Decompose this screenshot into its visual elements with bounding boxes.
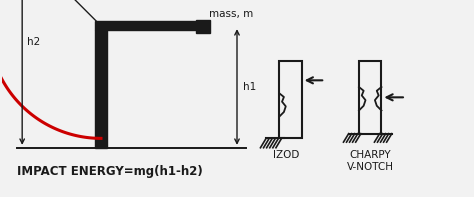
Text: CHARPY
V-NOTCH: CHARPY V-NOTCH (346, 150, 394, 172)
Text: IMPACT ENERGY=mg(h1-h2): IMPACT ENERGY=mg(h1-h2) (17, 165, 202, 178)
Text: mass, m: mass, m (209, 9, 253, 19)
Bar (196, 20, 210, 33)
Bar (279, 61, 302, 138)
Bar (359, 61, 382, 134)
Text: IZOD: IZOD (273, 150, 299, 160)
Bar (95, 21, 207, 31)
Text: h2: h2 (27, 37, 40, 47)
Bar (95, 31, 107, 148)
Text: h1: h1 (243, 82, 256, 92)
